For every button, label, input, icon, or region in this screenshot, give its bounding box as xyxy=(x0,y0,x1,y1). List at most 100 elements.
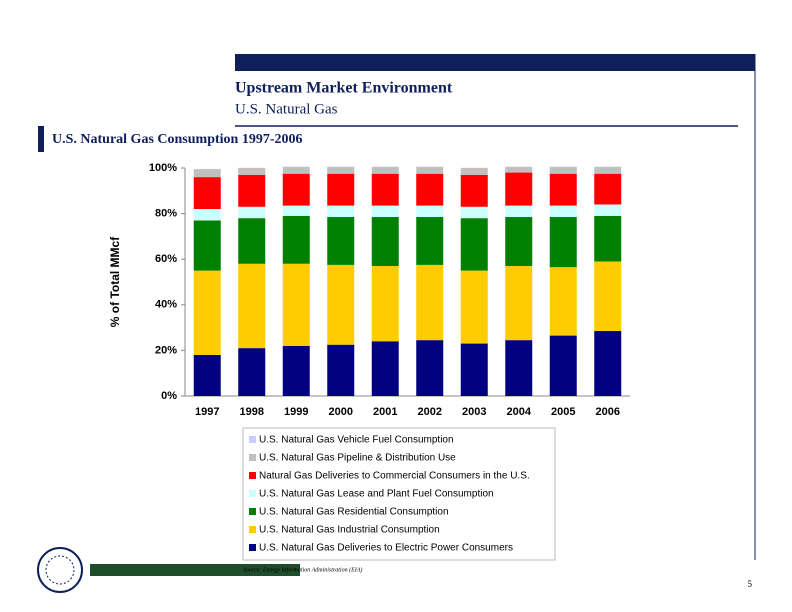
x-tick-label: 2005 xyxy=(551,406,575,418)
bar-segment xyxy=(549,335,577,396)
section-marker xyxy=(38,126,44,152)
y-tick-label: 40% xyxy=(155,299,177,311)
bar-segment xyxy=(460,206,488,219)
bar-segment xyxy=(238,348,266,396)
x-tick-label: 2000 xyxy=(329,406,353,418)
y-axis-label: % of Total MMcf xyxy=(108,236,122,327)
legend-swatch xyxy=(249,490,256,497)
y-tick-label: 100% xyxy=(149,162,177,174)
bar-segment xyxy=(505,172,533,206)
section-title: U.S. Natural Gas Consumption 1997-2006 xyxy=(52,132,302,147)
bar-segment xyxy=(416,217,444,265)
legend-label: U.S. Natural Gas Deliveries to Electric … xyxy=(259,543,513,554)
legend-label: U.S. Natural Gas Vehicle Fuel Consumptio… xyxy=(259,435,454,446)
bar-segment xyxy=(416,264,444,341)
header-title: Upstream Market Environment xyxy=(235,80,453,97)
bar-segment xyxy=(460,174,488,207)
bar-segment xyxy=(371,166,399,174)
bar-segment xyxy=(371,341,399,396)
legend-label: U.S. Natural Gas Pipeline & Distribution… xyxy=(259,453,456,464)
bar-segment xyxy=(416,173,444,206)
bar-segment xyxy=(549,267,577,336)
x-tick-label: 1998 xyxy=(240,406,264,418)
bar-segment xyxy=(193,270,221,355)
bar-segment xyxy=(282,205,310,216)
bar-segment xyxy=(594,166,622,174)
bar-segment xyxy=(193,220,221,271)
header-bar xyxy=(235,54,755,71)
legend-swatch xyxy=(249,472,256,479)
y-tick-label: 20% xyxy=(155,344,177,356)
footer-bar xyxy=(90,564,300,576)
legend-swatch xyxy=(249,436,256,443)
bar-segment xyxy=(416,166,444,174)
legend-swatch xyxy=(249,508,256,515)
legend-label: U.S. Natural Gas Residential Consumption xyxy=(259,507,449,518)
bar-segment xyxy=(460,343,488,396)
bar-segment xyxy=(238,168,266,175)
bar-segment xyxy=(549,217,577,268)
x-tick-label: 2001 xyxy=(373,406,397,418)
legend-swatch xyxy=(249,544,256,551)
bar-segment xyxy=(416,340,444,396)
bar-segment xyxy=(505,205,533,218)
bar-segment xyxy=(327,264,355,345)
x-tick-label: 2002 xyxy=(418,406,442,418)
bar-segment xyxy=(282,263,310,346)
x-tick-label: 1999 xyxy=(284,406,308,418)
x-tick-label: 2004 xyxy=(507,406,532,418)
y-tick-label: 0% xyxy=(161,390,177,402)
y-tick-label: 60% xyxy=(155,253,177,265)
logo-inner xyxy=(45,555,75,585)
bar-segment xyxy=(327,166,355,174)
legend-label: U.S. Natural Gas Industrial Consumption xyxy=(259,525,440,536)
bar-segment xyxy=(238,263,266,349)
bar-segment xyxy=(505,217,533,267)
bar-segment xyxy=(238,174,266,207)
bar-segment xyxy=(327,205,355,218)
bar-segment xyxy=(193,354,221,396)
bar-segment xyxy=(505,166,533,173)
bar-segment xyxy=(594,261,622,332)
source-note: Source: Energy Information Administratio… xyxy=(243,566,362,573)
bar-segment xyxy=(371,173,399,206)
bar-segment xyxy=(594,331,622,396)
header-subtitle: U.S. Natural Gas xyxy=(235,101,338,117)
bar-segment xyxy=(282,215,310,264)
bar-segment xyxy=(193,209,221,221)
bar-segment xyxy=(594,204,622,216)
bar-segment xyxy=(594,215,622,262)
bar-segment xyxy=(371,217,399,267)
bar-segment xyxy=(282,166,310,174)
legend-box xyxy=(242,427,556,561)
bar-segment xyxy=(460,270,488,344)
bar-segment xyxy=(549,166,577,174)
bar-segment xyxy=(594,173,622,205)
bar-segment xyxy=(371,266,399,342)
x-tick-label: 2006 xyxy=(596,406,620,418)
bar-segment xyxy=(460,168,488,175)
bar-segment xyxy=(193,169,221,178)
bar-segment xyxy=(505,266,533,341)
bar-segment xyxy=(193,177,221,210)
bar-segment xyxy=(416,205,444,218)
bar-segment xyxy=(549,205,577,218)
x-tick-label: 1997 xyxy=(195,406,219,418)
x-tick-label: 2003 xyxy=(462,406,486,418)
page-number: 5 xyxy=(748,579,753,589)
bar-segment xyxy=(371,205,399,218)
legend-swatch xyxy=(249,526,256,533)
bar-segment xyxy=(327,217,355,265)
bar-segment xyxy=(282,345,310,396)
bar-segment xyxy=(460,218,488,271)
bar-segment xyxy=(238,218,266,264)
bar-segment xyxy=(327,173,355,206)
bar-segment xyxy=(238,206,266,219)
legend-label: U.S. Natural Gas Lease and Plant Fuel Co… xyxy=(259,489,494,500)
legend-label: Natural Gas Deliveries to Commercial Con… xyxy=(259,471,530,482)
y-tick-label: 80% xyxy=(155,208,177,220)
bar-segment xyxy=(549,173,577,206)
logo xyxy=(37,547,83,593)
legend-swatch xyxy=(249,454,256,461)
